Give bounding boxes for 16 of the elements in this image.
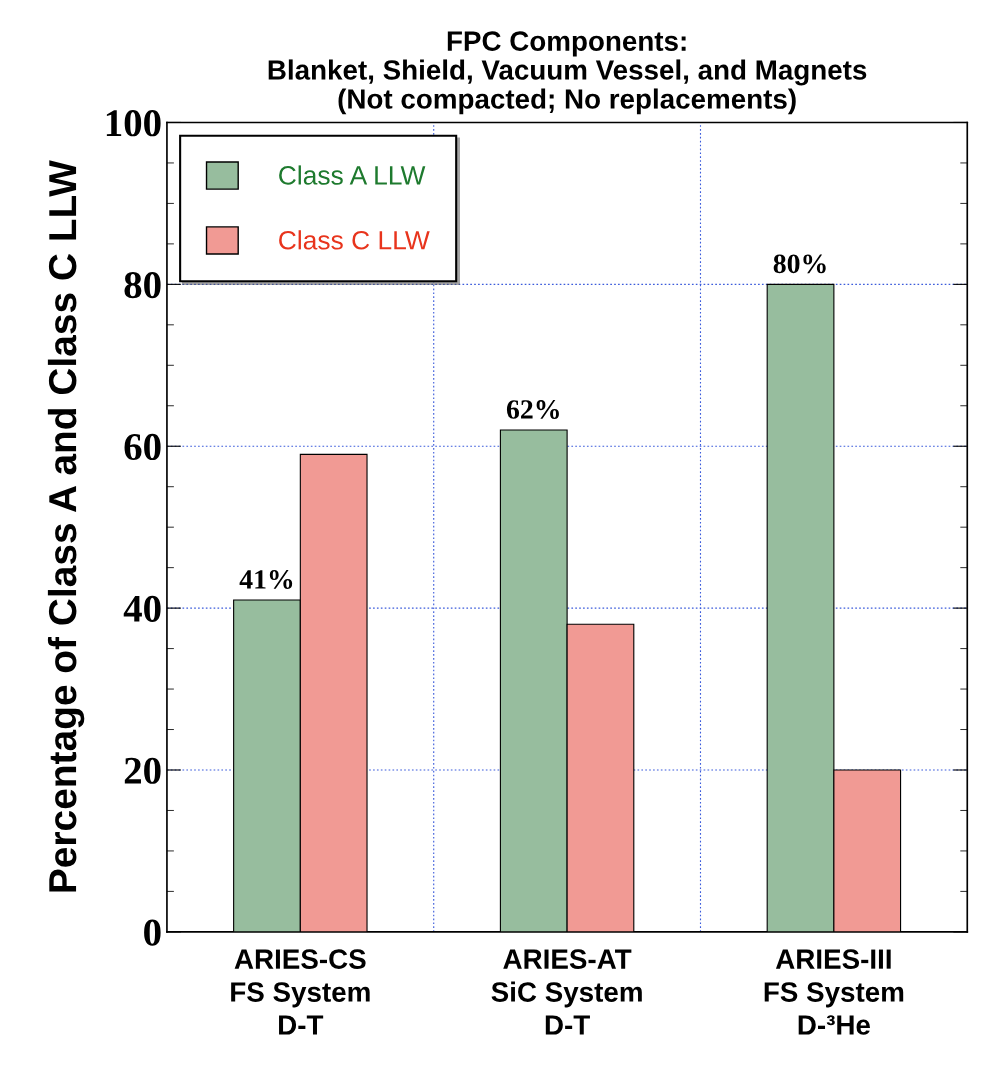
y-tick-label: 80 (124, 271, 161, 299)
y-tick-label: 20 (124, 757, 161, 784)
x-tick-label: ARIES-III FS System D-³He (764, 949, 904, 1035)
legend-label: Class A LLW (279, 165, 426, 185)
data-label: 41% (239, 570, 293, 589)
y-tick-label: 60 (124, 433, 161, 461)
data-label: 62% (506, 400, 559, 419)
y-axis-title: Percentage of Class A and Class C LLW (47, 160, 85, 892)
y-tick-label: 0 (144, 919, 161, 946)
y-tick-label: 40 (123, 595, 161, 622)
data-label: 80% (773, 254, 826, 274)
legend-label: Class C LLW (279, 230, 430, 250)
x-tick-label: ARIES-AT SiC System D-T (491, 949, 642, 1035)
y-tick-label: 100 (106, 110, 161, 137)
chart-title: FPC Components: Blanket, Shield, Vacuum Vessel, and Magnets (Not compacted; No replacements) (268, 31, 867, 115)
x-tick-label: ARIES-CS FS System D-T (231, 949, 370, 1035)
